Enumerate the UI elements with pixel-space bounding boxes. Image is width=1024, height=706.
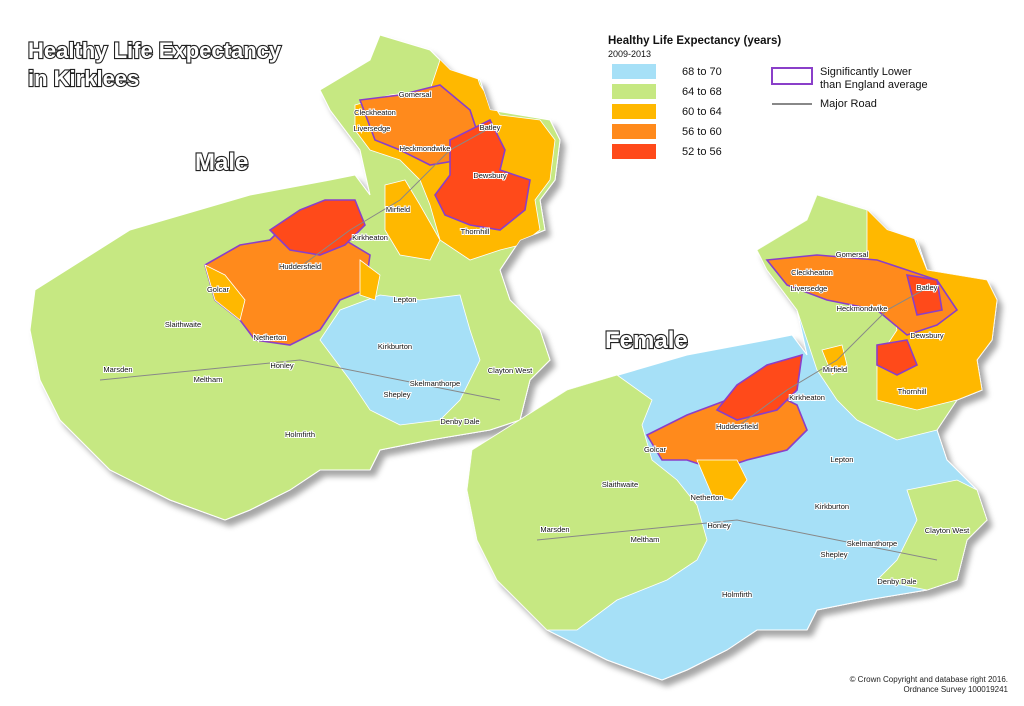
place-label: Gomersal bbox=[399, 90, 432, 99]
place-label: Clayton West bbox=[925, 526, 970, 535]
road bbox=[536, 519, 938, 561]
place-label: Netherton bbox=[254, 333, 287, 342]
road bbox=[299, 127, 491, 268]
place-label: Kirkheaton bbox=[789, 393, 825, 402]
place-label: Liversedge bbox=[354, 124, 391, 133]
place-label: Shepley bbox=[383, 390, 410, 399]
legend-swatch bbox=[612, 144, 656, 159]
place-label: Gomersal bbox=[836, 250, 869, 259]
place-label: Thornhill bbox=[898, 387, 927, 396]
title-line: Healthy Life Expectancy bbox=[28, 38, 282, 63]
legend-title: Healthy Life Expectancy (years) bbox=[608, 35, 781, 47]
place-label: Huddersfield bbox=[279, 262, 321, 271]
place-label: Denby Dale bbox=[877, 577, 916, 586]
region bbox=[268, 199, 366, 256]
region bbox=[204, 264, 246, 321]
copyright: Ordnance Survey 100019241 bbox=[903, 685, 1008, 694]
place-label: Mirfield bbox=[823, 365, 847, 374]
legend-swatch bbox=[612, 124, 656, 139]
legend-label: 60 to 64 bbox=[682, 106, 722, 118]
legend-swatch bbox=[612, 64, 656, 79]
copyright: © Crown Copyright and database right 201… bbox=[850, 675, 1008, 684]
place-label: Kirkheaton bbox=[352, 233, 388, 242]
place-label: Honley bbox=[270, 361, 294, 370]
place-label: Thornhill bbox=[461, 227, 490, 236]
map-label: Male bbox=[195, 149, 248, 176]
place-label: Marsden bbox=[540, 525, 569, 534]
legend-swatch bbox=[612, 104, 656, 119]
legend-label: Major Road bbox=[820, 98, 877, 110]
legend-label: 56 to 60 bbox=[682, 126, 722, 138]
place-label: Meltham bbox=[194, 375, 223, 384]
place-label: Lepton bbox=[831, 455, 854, 464]
place-label: Batley bbox=[480, 123, 501, 132]
place-label: Mirfield bbox=[386, 205, 410, 214]
region bbox=[876, 479, 988, 591]
place-label: Skelmanthorpe bbox=[410, 379, 460, 388]
place-label: Holmfirth bbox=[285, 430, 315, 439]
place-label: Cleckheaton bbox=[791, 268, 833, 277]
place-label: Holmfirth bbox=[722, 590, 752, 599]
legend-swatch bbox=[771, 67, 813, 85]
legend-label: 68 to 70 bbox=[682, 66, 722, 78]
place-label: Marsden bbox=[103, 365, 132, 374]
legend-label: 64 to 68 bbox=[682, 86, 722, 98]
place-label: Heckmondwike bbox=[400, 144, 451, 153]
region bbox=[359, 259, 381, 301]
region bbox=[876, 339, 919, 376]
legend-swatch bbox=[612, 84, 656, 99]
place-label: Golcar bbox=[644, 445, 667, 454]
place-label: Slaithwaite bbox=[602, 480, 638, 489]
place-label: Liversedge bbox=[791, 284, 828, 293]
place-label: Cleckheaton bbox=[354, 108, 396, 117]
place-label: Batley bbox=[917, 283, 938, 292]
road bbox=[99, 359, 501, 401]
place-label: Denby Dale bbox=[440, 417, 479, 426]
place-label: Dewsbury bbox=[473, 171, 507, 180]
place-label: Shepley bbox=[820, 550, 847, 559]
legend-label: Significantly Lower bbox=[820, 66, 912, 78]
legend-label: than England average bbox=[820, 79, 928, 91]
legend-subtitle: 2009-2013 bbox=[608, 49, 651, 59]
place-label: Huddersfield bbox=[716, 422, 758, 431]
place-label: Netherton bbox=[691, 493, 724, 502]
place-label: Honley bbox=[707, 521, 731, 530]
place-label: Meltham bbox=[631, 535, 660, 544]
region bbox=[434, 118, 531, 231]
place-label: Dewsbury bbox=[910, 331, 944, 340]
place-label: Slaithwaite bbox=[165, 320, 201, 329]
place-label: Kirkburton bbox=[815, 502, 849, 511]
place-label: Skelmanthorpe bbox=[847, 539, 897, 548]
road bbox=[736, 287, 928, 428]
region bbox=[715, 353, 803, 421]
place-label: Golcar bbox=[207, 285, 230, 294]
region bbox=[821, 344, 848, 376]
legend-label: 52 to 56 bbox=[682, 146, 722, 158]
region bbox=[384, 179, 441, 261]
place-label: Clayton West bbox=[488, 366, 533, 375]
region bbox=[696, 459, 748, 501]
region bbox=[319, 294, 481, 426]
title-line: in Kirklees bbox=[28, 66, 139, 91]
place-label: Lepton bbox=[394, 295, 417, 304]
region bbox=[467, 374, 708, 631]
map-label: Female bbox=[605, 327, 688, 354]
region bbox=[905, 274, 943, 316]
place-label: Heckmondwike bbox=[837, 304, 888, 313]
place-label: Kirkburton bbox=[378, 342, 412, 351]
legend: Healthy Life Expectancy (years) 2009-201… bbox=[608, 35, 928, 159]
